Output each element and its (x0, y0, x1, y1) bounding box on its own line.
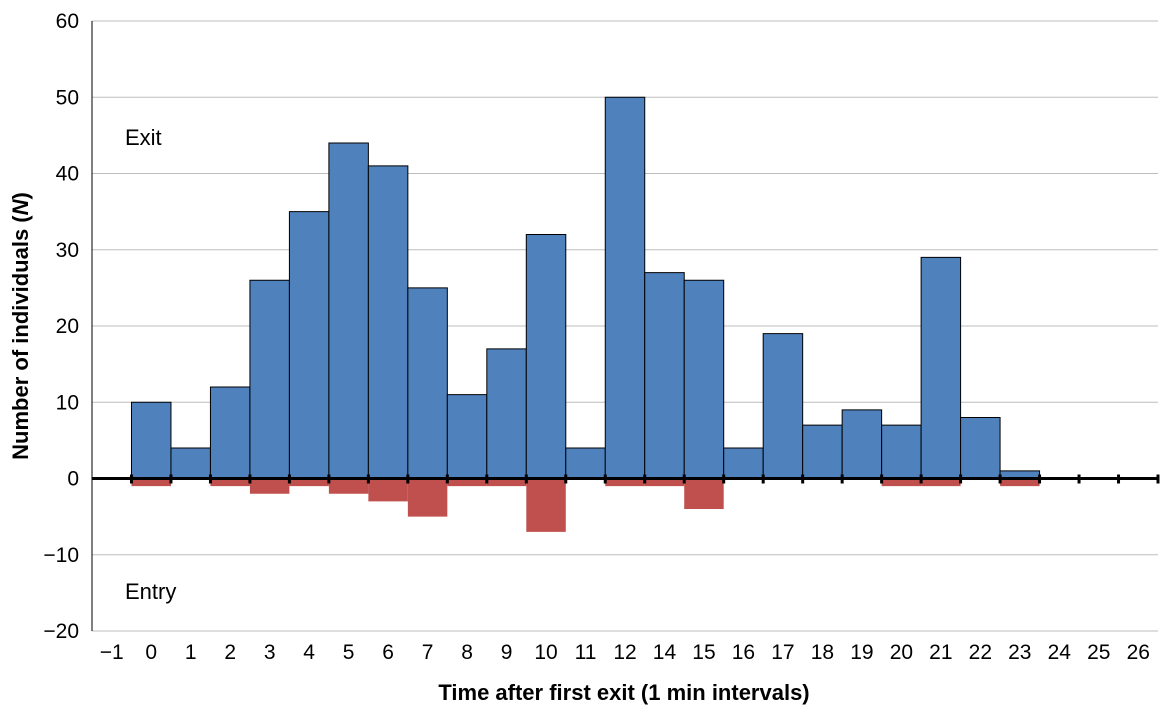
x-tick-label: 7 (422, 641, 434, 664)
entry-bar (1000, 478, 1040, 487)
entry-annotation: Entry (125, 579, 176, 604)
entry-bar (131, 478, 171, 487)
entry-bar (210, 478, 250, 487)
x-tick-label: 16 (732, 641, 755, 664)
x-tick-label: 10 (534, 641, 557, 664)
y-axis-title-italic: N (8, 198, 33, 215)
y-axis-title-main: Number of individuals ( (8, 215, 33, 460)
exit-bar (683, 279, 725, 479)
y-tick-label: 60 (56, 10, 79, 33)
x-ticks (129, 474, 1160, 484)
y-tick-labels: 60 50 40 30 20 10 0 −10 −20 (43, 10, 79, 643)
entry-bar (921, 478, 961, 487)
x-tick-label: 0 (145, 641, 157, 664)
exit-bar (525, 234, 567, 479)
y-tick-label: −10 (43, 544, 79, 567)
entry-bar (684, 478, 724, 509)
x-tick-label: 26 (1127, 641, 1150, 664)
x-tick-label: 21 (929, 641, 952, 664)
exit-bar (960, 417, 1001, 479)
x-tick-label: 20 (890, 641, 913, 664)
entry-bar (447, 478, 487, 487)
entry-bar (881, 478, 922, 487)
exit-bar (367, 165, 409, 479)
entry-bar (407, 478, 448, 517)
exit-bar (486, 348, 527, 479)
exit-bar (407, 287, 448, 479)
y-tick-label: 10 (56, 391, 79, 414)
entry-bar (526, 478, 566, 532)
x-tick-label: 11 (575, 641, 597, 664)
exit-bar (841, 409, 883, 479)
exit-bar (920, 256, 962, 479)
x-tick-label: 25 (1087, 641, 1110, 664)
entry-bar (289, 478, 329, 487)
x-tick-label: 1 (185, 641, 197, 664)
exit-bar (565, 447, 606, 479)
x-tick-label: 6 (382, 641, 394, 664)
x-tick-label: 9 (501, 641, 513, 664)
entry-bars (131, 478, 1040, 532)
entry-bar (486, 478, 527, 487)
x-tick-labels: −1 0 1 2 3 4 5 6 7 8 9 10 11 12 14 15 16 17 18 19 20 21 22 23 24… (100, 641, 1150, 664)
exit-bar (881, 424, 922, 479)
x-tick-label: 23 (1008, 641, 1031, 664)
entry-bar (605, 478, 645, 487)
x-tick-label: 19 (850, 641, 873, 664)
axes (91, 21, 1158, 631)
y-tick-label: 0 (67, 468, 79, 491)
x-tick-label: 18 (811, 641, 834, 664)
exit-bar (328, 142, 369, 479)
x-axis-title: Time after first exit (1 min intervals) (438, 680, 809, 705)
x-tick-label: 14 (653, 641, 677, 664)
y-tick-label: −20 (43, 620, 79, 643)
x-tick-label: 5 (343, 641, 355, 664)
x-tick-label: 24 (1048, 641, 1072, 664)
y-tick-label: 20 (56, 315, 79, 338)
exit-bar (644, 272, 685, 479)
exit-bar (130, 401, 172, 479)
entry-bar (328, 478, 369, 494)
exit-bar (723, 447, 764, 479)
exit-bar (209, 386, 251, 479)
x-tick-label: 17 (771, 641, 794, 664)
exit-bar (170, 447, 211, 479)
x-tick-label: 15 (692, 641, 715, 664)
x-tick-label: 4 (303, 641, 315, 664)
y-tick-label: 50 (56, 86, 79, 109)
y-tick-label: 40 (56, 163, 79, 186)
exit-bars (130, 96, 1041, 479)
x-tick-label: 3 (264, 641, 276, 664)
exit-bar (762, 333, 804, 479)
x-tick-label: 2 (224, 641, 236, 664)
y-axis-title-end: ) (8, 192, 33, 199)
x-tick-label: 22 (969, 641, 992, 664)
entry-bar (249, 478, 290, 494)
exit-bar (288, 211, 330, 479)
entry-bar (644, 478, 685, 487)
x-tick-label: 12 (613, 641, 636, 664)
y-tick-label: 30 (56, 239, 79, 262)
y-axis-title: Number of individuals (N) (8, 192, 33, 460)
exit-bar (249, 279, 290, 479)
exit-bar (604, 96, 646, 479)
entry-bar (368, 478, 408, 502)
exit-bar (802, 424, 843, 479)
x-tick-label: −1 (100, 641, 124, 664)
exit-annotation: Exit (125, 125, 162, 150)
x-tick-label: 8 (461, 641, 473, 664)
exit-bar (446, 394, 488, 479)
